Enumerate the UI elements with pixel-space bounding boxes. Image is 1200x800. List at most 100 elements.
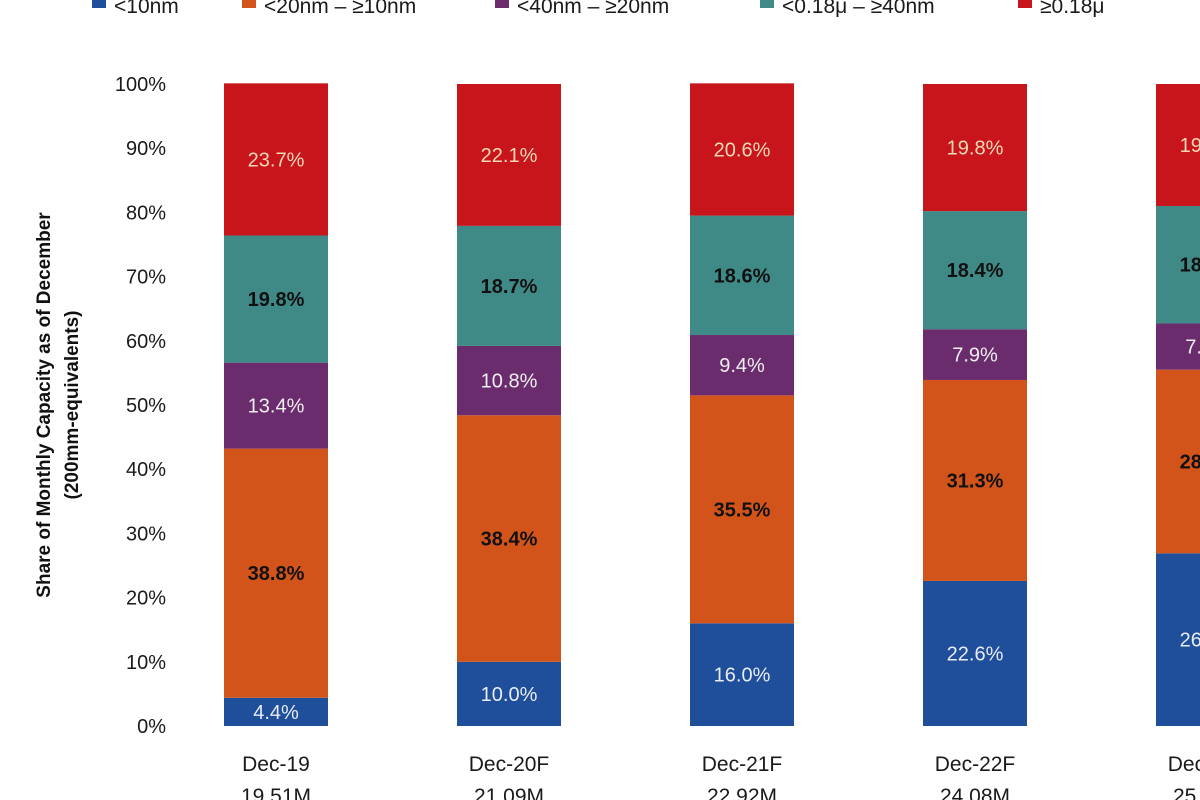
legend-item-20nm-10nm: <20nm – ≥10nm bbox=[242, 0, 416, 18]
legend-item-0-18: ≥0.18μ bbox=[1018, 0, 1105, 18]
y-tick-label: 0% bbox=[137, 716, 166, 738]
y-tick-label: 30% bbox=[126, 523, 166, 545]
x-category-subtitle: 19.51M bbox=[241, 785, 311, 800]
bars: 4.4%38.8%13.4%19.8%23.7%10.0%38.4%10.8%1… bbox=[224, 83, 1200, 726]
bar-segment-10nm-dec-19 bbox=[224, 697, 328, 726]
data-label: 18.7% bbox=[481, 276, 538, 298]
data-label: 28.6% bbox=[1180, 451, 1200, 473]
data-label: 18.4% bbox=[947, 260, 1004, 282]
x-category-subtitle: 21.09M bbox=[474, 785, 544, 800]
y-tick-label: 50% bbox=[126, 395, 166, 417]
bar-segment-0-18-40nm-dec-21f bbox=[690, 215, 794, 336]
bar-segment-20nm-10nm-dec-21f bbox=[690, 395, 794, 624]
data-label: 22.6% bbox=[947, 643, 1004, 665]
bar-segment-0-18-dec-21f bbox=[690, 83, 794, 216]
y-tick-label: 70% bbox=[126, 267, 166, 289]
bar-segment-20nm-10nm-dec-19 bbox=[224, 448, 328, 698]
bar-segment-0-18-40nm-dec-23f bbox=[1156, 205, 1200, 324]
data-label: 19.0% bbox=[1180, 135, 1200, 157]
bar-segment-0-18-dec-23f bbox=[1156, 84, 1200, 206]
bar-segment-0-18-dec-22f bbox=[923, 84, 1027, 212]
bar-segment-40nm-20nm-dec-23f bbox=[1156, 323, 1200, 370]
legend-label: ≥0.18μ bbox=[1040, 0, 1105, 18]
bar-segment-10nm-dec-22f bbox=[923, 580, 1027, 726]
bar-segment-40nm-20nm-dec-20f bbox=[457, 345, 561, 416]
x-axis-labels: Dec-19 19.51M Dec-20F 21.09M Dec-21F 22.92M De… bbox=[241, 753, 1200, 800]
x-category-label: Dec-20F bbox=[469, 753, 550, 776]
legend-label: <20nm – ≥10nm bbox=[264, 0, 416, 18]
x-category-label: Dec-23F bbox=[1168, 753, 1200, 776]
bar-segment-0-18-dec-19 bbox=[224, 83, 328, 236]
data-label: 16.0% bbox=[714, 665, 771, 687]
y-tick-label: 100% bbox=[115, 74, 166, 96]
data-label: 13.4% bbox=[248, 396, 305, 418]
bar-stack-dec-19: 4.4% 38.8% 13.4% 19.8% 23.7% bbox=[224, 83, 328, 726]
data-label: 26.9% bbox=[1180, 630, 1200, 652]
y-axis-sublabel: (200mm-equivalents) bbox=[62, 310, 83, 499]
data-label: 35.5% bbox=[714, 499, 771, 521]
legend-label: <10nm bbox=[114, 0, 179, 18]
legend-item-40nm-20nm: <40nm – ≥20nm bbox=[495, 0, 669, 18]
legend-swatch bbox=[1018, 0, 1032, 8]
data-label: 18.3% bbox=[1180, 255, 1200, 277]
y-axis-title: Share of Monthly Capacity as of December… bbox=[34, 212, 83, 598]
y-tick-label: 10% bbox=[126, 652, 166, 674]
y-tick-label: 20% bbox=[126, 588, 166, 610]
legend: <10nm <20nm – ≥10nm <40nm – ≥20nm <0.18μ – … bbox=[92, 0, 1105, 18]
bar-stack-dec-21f: 16.0% 35.5% 9.4% 18.6% 20.6% bbox=[690, 83, 794, 726]
data-label: 10.8% bbox=[481, 371, 538, 393]
y-axis-ticks: 0% 10% 20% 30% 40% 50% 60% 70% 80% 90% 100% bbox=[115, 74, 166, 738]
x-category-subtitle: 24.08M bbox=[940, 785, 1010, 800]
legend-swatch bbox=[760, 0, 774, 8]
bar-segment-10nm-dec-21f bbox=[690, 623, 794, 726]
data-label: 23.7% bbox=[248, 149, 305, 171]
data-label: 18.6% bbox=[714, 265, 771, 287]
bar-segment-0-18-40nm-dec-22f bbox=[923, 211, 1027, 330]
x-category-subtitle: 25.15M bbox=[1173, 785, 1200, 800]
bar-segment-10nm-dec-20f bbox=[457, 661, 561, 726]
data-label: 10.0% bbox=[481, 684, 538, 706]
data-label: 7.9% bbox=[952, 345, 998, 367]
y-tick-label: 60% bbox=[126, 331, 166, 353]
y-tick-label: 80% bbox=[126, 202, 166, 224]
bar-segment-40nm-20nm-dec-21f bbox=[690, 335, 794, 396]
bar-stack-dec-22f: 22.6% 31.3% 7.9% 18.4% 19.8% bbox=[923, 84, 1027, 726]
legend-swatch bbox=[495, 0, 509, 8]
bar-segment-0-18-dec-20f bbox=[457, 84, 561, 226]
bar-segment-40nm-20nm-dec-22f bbox=[923, 329, 1027, 380]
bar-segment-0-18-40nm-dec-19 bbox=[224, 235, 328, 363]
legend-swatch bbox=[92, 0, 106, 8]
bar-segment-20nm-10nm-dec-22f bbox=[923, 379, 1027, 581]
data-label: 19.8% bbox=[248, 289, 305, 311]
x-category-label: Dec-19 bbox=[242, 753, 310, 776]
data-label: 22.1% bbox=[481, 145, 538, 167]
bar-stack-dec-20f: 10.0% 38.4% 10.8% 18.7% 22.1% bbox=[457, 84, 561, 726]
bar-segment-40nm-20nm-dec-19 bbox=[224, 362, 328, 449]
data-label: 19.8% bbox=[947, 138, 1004, 160]
bar-segment-0-18-40nm-dec-20f bbox=[457, 225, 561, 346]
legend-label: <40nm – ≥20nm bbox=[517, 0, 669, 18]
bar-segment-20nm-10nm-dec-23f bbox=[1156, 369, 1200, 554]
legend-swatch bbox=[242, 0, 256, 8]
bar-stack-dec-23f: 26.9% 28.6% 7.2% 18.3% 19.0% bbox=[1156, 84, 1200, 726]
data-label: 38.8% bbox=[248, 563, 305, 585]
x-category-label: Dec-22F bbox=[935, 753, 1016, 776]
y-tick-label: 40% bbox=[126, 459, 166, 481]
data-label: 7.2% bbox=[1185, 337, 1200, 359]
y-axis-label: Share of Monthly Capacity as of December bbox=[34, 212, 55, 598]
legend-label: <0.18μ – ≥40nm bbox=[782, 0, 935, 18]
x-category-label: Dec-21F bbox=[702, 753, 783, 776]
data-label: 20.6% bbox=[714, 139, 771, 161]
x-category-subtitle: 22.92M bbox=[707, 785, 777, 800]
y-tick-label: 90% bbox=[126, 138, 166, 160]
data-label: 4.4% bbox=[253, 702, 299, 724]
bar-segment-10nm-dec-23f bbox=[1156, 553, 1200, 726]
data-label: 9.4% bbox=[719, 355, 765, 377]
bar-segment-20nm-10nm-dec-20f bbox=[457, 415, 561, 662]
data-label: 38.4% bbox=[481, 529, 538, 551]
legend-item-10nm: <10nm bbox=[92, 0, 179, 18]
data-label: 31.3% bbox=[947, 470, 1004, 492]
legend-item-0-18-40nm: <0.18μ – ≥40nm bbox=[760, 0, 935, 18]
